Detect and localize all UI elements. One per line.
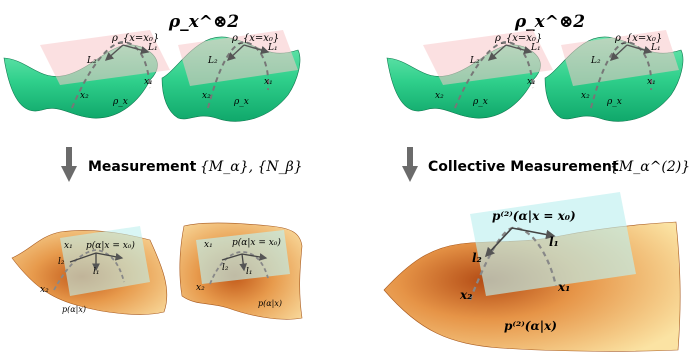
left-green-surface-1: ρ_{x=x₀} L₁ L₂ x₁ x₂ ρ_x bbox=[3, 30, 170, 119]
l2-label: l₂ bbox=[222, 263, 229, 273]
right-orange-surface: p⁽²⁾(α|x = x₀) l₁ l₂ x₁ x₂ p⁽²⁾(α|x) bbox=[383, 192, 681, 352]
right-collective-measurement-arrow bbox=[402, 147, 418, 182]
x2-label: x₂ bbox=[459, 288, 472, 302]
p-alpha-x-label: p(α|x) bbox=[258, 299, 282, 308]
x2-label: x₂ bbox=[202, 91, 211, 101]
right-title: ρ_x^⊗2 bbox=[514, 12, 585, 32]
rho-x-label: ρ_x bbox=[472, 97, 488, 107]
right-step-label: Collective Measurement bbox=[428, 159, 619, 175]
left-orange-surface-1: p(α|x = x₀) x₁ x₂ l₁ l₂ p(α|x) bbox=[11, 226, 168, 315]
x1-label: x₁ bbox=[64, 241, 73, 251]
L2-label: L₂ bbox=[469, 56, 480, 66]
l1-label: l₁ bbox=[549, 235, 559, 249]
left-step-label: Measurement bbox=[88, 159, 197, 175]
l1-label: l₁ bbox=[93, 267, 100, 277]
L2-label: L₂ bbox=[590, 56, 601, 66]
rho-x0-label: ρ_{x=x₀} bbox=[231, 33, 279, 44]
x2-label: x₂ bbox=[40, 285, 49, 295]
rho-x-label: ρ_x bbox=[112, 97, 128, 107]
x2-label: x₂ bbox=[581, 91, 590, 101]
l2-label: l₂ bbox=[58, 257, 65, 267]
peak-label: p(α|x = x₀) bbox=[232, 237, 281, 248]
L1-label: L₁ bbox=[147, 43, 158, 53]
left-title: ρ_x^⊗2 bbox=[168, 12, 239, 32]
L1-label: L₁ bbox=[267, 43, 278, 53]
l2-label: l₂ bbox=[472, 251, 482, 265]
l1-label: l₁ bbox=[246, 267, 253, 277]
right-step-math: {M_α^(2)} bbox=[610, 159, 690, 175]
x2-label: x₂ bbox=[435, 91, 444, 101]
rho-x0-label: ρ_{x=x₀} bbox=[614, 33, 662, 44]
x1-label: x₁ bbox=[557, 280, 570, 294]
rho-x-label: ρ_x bbox=[606, 97, 622, 107]
rho-x-label: ρ_x bbox=[233, 97, 249, 107]
left-green-surface-2: ρ_{x=x₀} L₁ L₂ x₁ x₂ ρ_x bbox=[161, 30, 301, 122]
L2-label: L₂ bbox=[86, 56, 97, 66]
p-alpha-x-label: p(α|x) bbox=[62, 305, 86, 314]
p2-alpha-x-label: p⁽²⁾(α|x) bbox=[504, 319, 557, 333]
right-green-surface-2: ρ_{x=x₀} L₁ L₂ x₁ x₂ ρ_x bbox=[544, 30, 684, 122]
x2-label: x₂ bbox=[196, 283, 205, 293]
left-step-math: {M_α}, {N_β} bbox=[200, 159, 303, 175]
cyan-tangent-plane bbox=[470, 192, 636, 296]
right-green-surface-1: ρ_{x=x₀} L₁ L₂ x₁ x₂ ρ_x bbox=[386, 30, 553, 119]
cyan-tangent-plane bbox=[60, 226, 150, 296]
x1-label: x₁ bbox=[204, 240, 213, 250]
peak-label: p⁽²⁾(α|x = x₀) bbox=[492, 209, 576, 223]
peak-label: p(α|x = x₀) bbox=[86, 240, 135, 251]
x1-label: x₁ bbox=[527, 77, 536, 87]
x1-label: x₁ bbox=[647, 77, 656, 87]
rho-x0-label: ρ_{x=x₀} bbox=[111, 33, 159, 44]
x2-label: x₂ bbox=[80, 91, 89, 101]
x1-label: x₁ bbox=[264, 77, 273, 87]
rho-x0-label: ρ_{x=x₀} bbox=[494, 33, 542, 44]
L2-label: L₂ bbox=[207, 56, 218, 66]
L1-label: L₁ bbox=[530, 43, 541, 53]
left-measurement-arrow bbox=[61, 147, 77, 182]
x1-label: x₁ bbox=[144, 77, 153, 87]
L1-label: L₁ bbox=[650, 43, 661, 53]
left-orange-surface-2: p(α|x = x₀) x₁ x₂ l₁ l₂ p(α|x) bbox=[179, 222, 303, 320]
